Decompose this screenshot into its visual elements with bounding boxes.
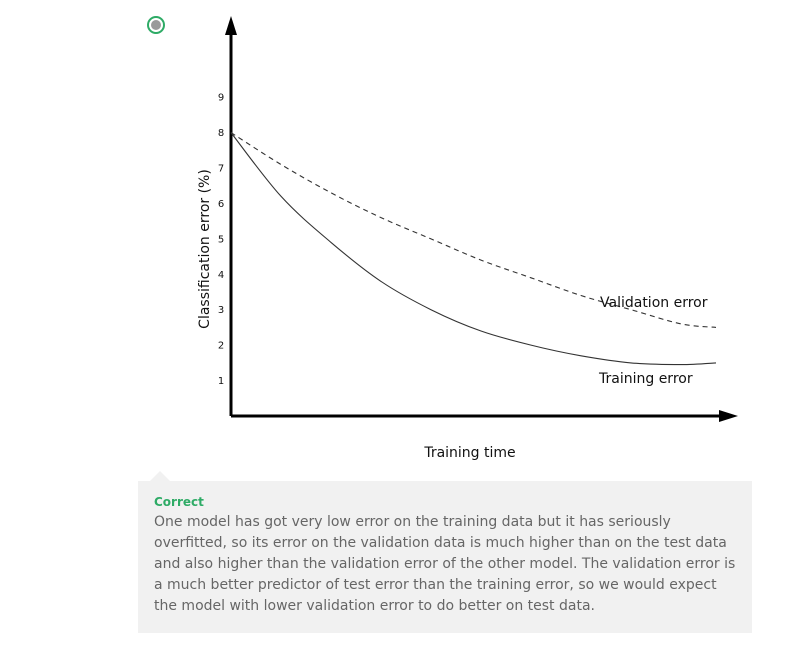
y-tick-label: 1 <box>218 376 224 387</box>
chart-series <box>230 132 717 366</box>
y-axis-label: Classification error (%) <box>197 169 213 329</box>
y-axis-arrowhead <box>225 16 237 35</box>
y-tick-label: 6 <box>218 199 224 210</box>
answer-radio-button[interactable] <box>147 16 165 34</box>
y-tick-label: 3 <box>218 305 224 316</box>
y-tick-label: 5 <box>218 234 224 245</box>
feedback-status: Correct <box>154 495 204 509</box>
series-label-training-error: Training error <box>598 371 693 387</box>
series-line-training-error <box>230 132 717 366</box>
y-tick-label: 7 <box>218 164 224 175</box>
learning-curve-chart: 1 2 3 4 5 6 7 8 9 Classification error (%) Train… <box>197 16 738 461</box>
feedback-explanation: One model has got very low error on the … <box>154 514 736 614</box>
series-label-validation-error: Validation error <box>600 295 708 311</box>
x-axis-label: Training time <box>423 445 515 461</box>
y-tick-label: 2 <box>218 341 224 352</box>
y-tick-label: 8 <box>218 128 224 139</box>
series-line-validation-error <box>230 132 717 328</box>
y-tick-label: 4 <box>218 270 224 281</box>
chart-axes <box>225 16 738 422</box>
x-axis-arrowhead <box>719 410 738 422</box>
feedback-panel: Correct One model has got very low error… <box>138 471 752 633</box>
y-tick-label: 9 <box>218 93 224 104</box>
y-tick-labels: 1 2 3 4 5 6 7 8 9 <box>218 93 224 387</box>
